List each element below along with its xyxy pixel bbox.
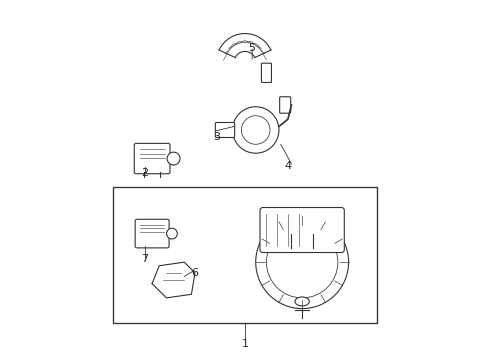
Text: 1: 1: [242, 339, 248, 349]
Text: 6: 6: [192, 268, 198, 278]
Bar: [113, 187, 377, 323]
Circle shape: [167, 228, 177, 239]
FancyBboxPatch shape: [262, 63, 271, 82]
Circle shape: [267, 226, 338, 298]
Circle shape: [232, 107, 279, 153]
Bar: [292, 234, 313, 248]
FancyBboxPatch shape: [280, 97, 291, 113]
Ellipse shape: [295, 297, 309, 306]
FancyBboxPatch shape: [134, 143, 170, 174]
Circle shape: [242, 116, 270, 144]
Text: 2: 2: [142, 168, 148, 178]
Text: 7: 7: [142, 253, 148, 264]
Text: 5: 5: [248, 43, 256, 53]
FancyBboxPatch shape: [215, 122, 235, 138]
Text: 3: 3: [213, 132, 220, 142]
Circle shape: [256, 216, 348, 309]
FancyBboxPatch shape: [135, 219, 169, 248]
FancyBboxPatch shape: [260, 207, 344, 252]
Circle shape: [167, 152, 180, 165]
Text: 4: 4: [284, 161, 292, 171]
